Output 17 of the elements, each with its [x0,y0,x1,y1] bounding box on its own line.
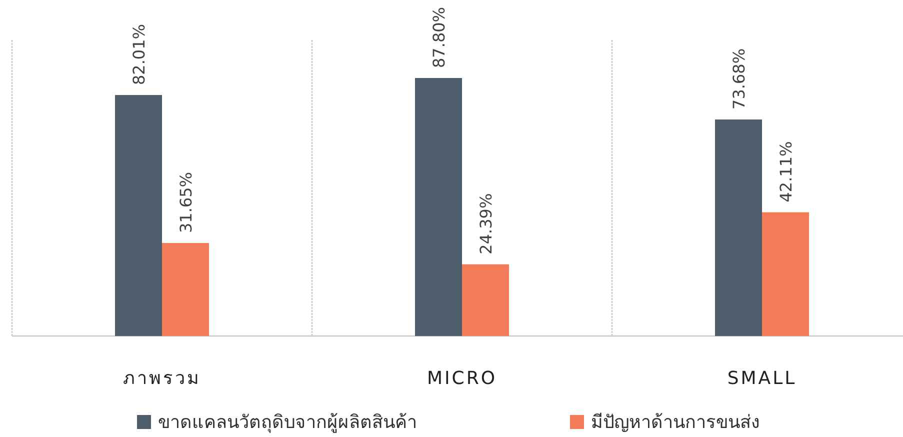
data-label: 42.11% [776,141,796,202]
legend-label: ขาดแคลนวัตถุดิบจากผู้ผลิตสินค้า [158,412,417,433]
data-label: 87.80% [430,6,448,68]
bar [462,264,509,336]
x-tick-label: MICRO [426,368,498,389]
bar [115,95,162,336]
legend-label: มีปัญหาด้านการขนส่ง [591,412,760,433]
bar [162,242,209,336]
data-label: 31.65% [176,172,196,233]
x-tick-label: SMALL [727,368,797,389]
data-label: 24.39% [476,193,496,254]
bar [415,78,462,336]
data-label: 73.68% [730,48,748,110]
bar [715,119,762,336]
x-tick-label: ภาพรวม [123,368,201,389]
bar [762,212,809,336]
data-label: 82.01% [130,24,148,86]
